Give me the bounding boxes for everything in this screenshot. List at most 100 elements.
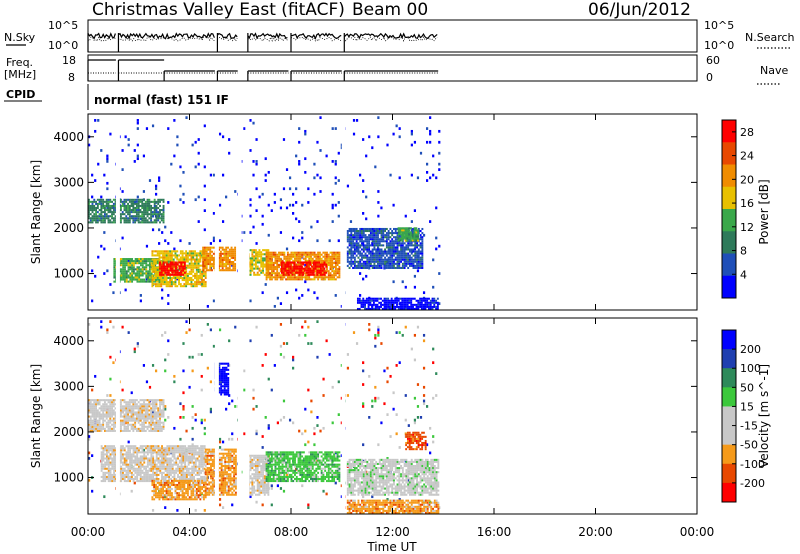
heatmap-cell — [107, 204, 110, 207]
n-search-trace — [87, 36, 116, 42]
heatmap-cell — [421, 244, 424, 247]
heatmap-cell — [394, 242, 397, 245]
heatmap-cell — [212, 256, 215, 259]
heatmap-cell — [127, 405, 129, 408]
heatmap-cell — [91, 425, 94, 428]
heatmap-cell — [419, 297, 422, 300]
heatmap-cell — [162, 265, 165, 268]
heatmap-cell — [147, 258, 150, 261]
heatmap-cell — [148, 276, 151, 279]
heatmap-cell — [141, 429, 144, 432]
heatmap-cell — [100, 211, 103, 214]
heatmap-cell — [111, 457, 114, 460]
heatmap-cell — [112, 419, 115, 422]
heatmap-cell — [112, 399, 115, 402]
heatmap-cell — [416, 262, 418, 265]
heatmap-cell — [130, 459, 133, 462]
heatmap-cell — [355, 254, 358, 257]
heatmap-cell — [417, 252, 420, 255]
heatmap-cell — [368, 238, 371, 241]
heatmap-cell — [120, 272, 123, 275]
heatmap-cell — [333, 255, 336, 258]
heatmap-cell — [89, 417, 92, 420]
heatmap-cell — [100, 320, 103, 324]
heatmap-cell — [316, 261, 319, 264]
heatmap-cell — [324, 255, 327, 258]
heatmap-cell — [127, 467, 130, 470]
heatmap-cell — [380, 252, 383, 255]
heatmap-cell — [366, 238, 369, 241]
heatmap-cell — [251, 265, 254, 268]
heatmap-cell — [398, 262, 401, 265]
heatmap-cell — [393, 242, 395, 245]
heatmap-cell — [125, 409, 128, 412]
heatmap-cell — [112, 221, 115, 224]
heatmap-cell — [150, 417, 153, 420]
heatmap-cell — [119, 399, 122, 402]
heatmap-cell — [405, 264, 408, 267]
heatmap-cell — [150, 213, 153, 216]
heatmap-cell — [120, 449, 123, 452]
heatmap-cell — [130, 457, 133, 460]
heatmap-cell — [130, 391, 133, 395]
heatmap-cell — [148, 213, 151, 216]
heatmap-cell — [321, 263, 324, 266]
heatmap-cell — [438, 140, 441, 144]
colorbar-tick-label: 20 — [740, 173, 754, 186]
heatmap-cell — [391, 240, 394, 243]
heatmap-cell — [279, 418, 283, 422]
heatmap-cell — [129, 447, 132, 450]
heatmap-cell — [192, 250, 195, 253]
heatmap-cell — [369, 238, 372, 241]
heatmap-cell — [207, 256, 210, 259]
heatmap-cell — [88, 429, 90, 432]
heatmap-cell — [113, 451, 116, 454]
heatmap-cell — [334, 176, 337, 180]
heatmap-cell — [228, 339, 231, 343]
heatmap-cell — [98, 399, 101, 402]
heatmap-cell — [107, 480, 110, 483]
heatmap-cell — [151, 427, 154, 430]
heatmap-cell — [231, 263, 234, 267]
heatmap-cell — [127, 409, 129, 412]
heatmap-cell — [102, 206, 105, 210]
heatmap-cell — [265, 278, 268, 281]
heatmap-cell — [435, 247, 438, 251]
heatmap-cell — [188, 262, 191, 265]
heatmap-cell — [377, 266, 379, 269]
heatmap-cell — [141, 258, 144, 261]
heatmap-cell — [136, 272, 139, 275]
heatmap-cell — [202, 263, 205, 266]
heatmap-cell — [141, 411, 144, 414]
heatmap-cell — [422, 305, 425, 308]
heatmap-cell — [143, 405, 145, 408]
heatmap-cell — [231, 459, 234, 463]
heatmap-cell — [183, 268, 186, 271]
heatmap-cell — [420, 299, 423, 302]
heatmap-cell — [311, 265, 313, 268]
heatmap-cell — [432, 435, 435, 438]
heatmap-cell — [138, 280, 141, 283]
heatmap-cell — [197, 353, 200, 356]
heatmap-cell — [135, 427, 138, 430]
heatmap-cell — [283, 257, 286, 260]
heatmap-cell — [202, 256, 205, 259]
heatmap-cell — [98, 415, 101, 418]
heatmap-cell — [169, 254, 172, 257]
heatmap-cell — [136, 157, 139, 161]
heatmap-cell — [327, 261, 330, 264]
heatmap-cell — [102, 451, 105, 454]
heatmap-cell — [371, 266, 374, 269]
heatmap-cell — [91, 195, 94, 199]
heatmap-cell — [410, 235, 412, 238]
heatmap-cell — [160, 411, 163, 414]
heatmap-cell — [329, 259, 332, 262]
heatmap-cell — [129, 461, 132, 464]
heatmap-cell — [139, 411, 142, 414]
heatmap-cell — [303, 267, 306, 270]
heatmap-cell — [194, 252, 196, 255]
heatmap-cell — [256, 253, 259, 256]
heatmap-cell — [228, 261, 231, 264]
heatmap-cell — [162, 423, 165, 426]
heatmap-cell — [129, 264, 132, 267]
